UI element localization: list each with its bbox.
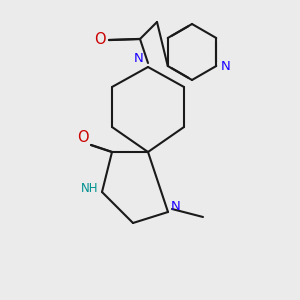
Text: O: O (77, 130, 89, 145)
Text: N: N (171, 200, 181, 214)
Text: N: N (134, 52, 144, 65)
Text: N: N (220, 59, 230, 73)
Text: NH: NH (81, 182, 99, 196)
Text: O: O (94, 32, 106, 47)
